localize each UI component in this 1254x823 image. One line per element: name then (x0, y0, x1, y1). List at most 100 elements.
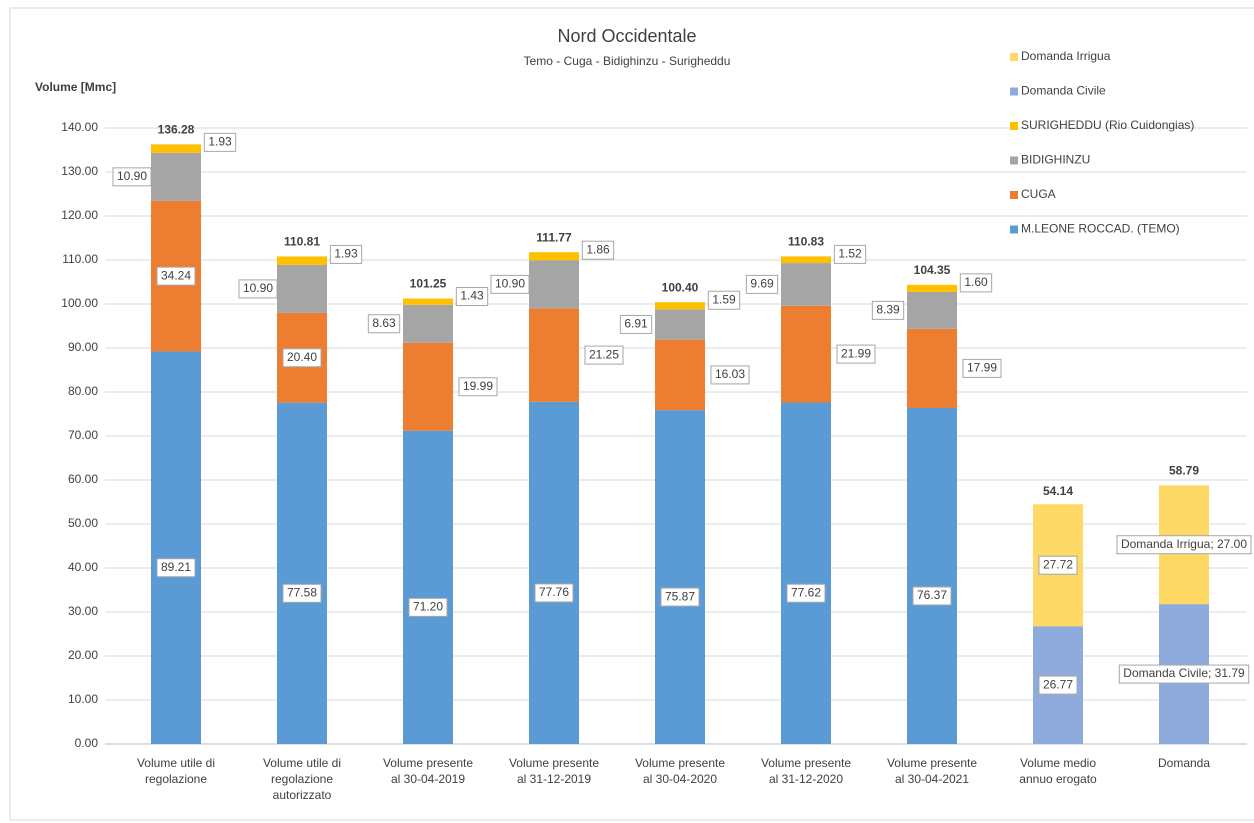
legend-label: SURIGHEDDU (Rio Cuidongias) (1021, 118, 1194, 132)
label-box (455, 287, 489, 306)
data-label-group: 19.99 (458, 377, 498, 397)
data-label: 19.99 (463, 379, 493, 393)
data-label-group: 1.59 (707, 290, 741, 310)
data-label: 1.59 (712, 292, 736, 306)
label-box (534, 583, 574, 603)
x-tick-label: Volume utile di regolazione (137, 756, 215, 786)
legend-swatch (1010, 53, 1018, 61)
label-box (660, 587, 700, 607)
legend-swatch (1010, 156, 1018, 165)
data-label-group: 1.93 (329, 244, 363, 264)
label-box (581, 240, 615, 260)
data-label-group: 75.87 (660, 587, 700, 607)
y-tick-label: 40.00 (68, 560, 98, 574)
label-box (710, 365, 750, 385)
data-label: 8.39 (876, 303, 900, 317)
label-box (745, 274, 779, 294)
x-tick-label: Volume medio annuo erogato (1019, 756, 1097, 786)
label-box (833, 244, 867, 264)
data-label: 21.25 (589, 347, 619, 361)
data-label: 110.83 (788, 235, 824, 249)
label-box (408, 597, 448, 617)
data-label: 17.99 (967, 361, 997, 375)
bar-segment (907, 284, 957, 292)
legend-swatch (1010, 225, 1018, 234)
data-label-group: 27.72 (1038, 555, 1078, 575)
data-label: 21.99 (841, 346, 871, 360)
y-tick-label: 80.00 (68, 384, 98, 398)
bar-segment (781, 402, 831, 744)
data-label: 77.76 (539, 585, 569, 599)
bar-segment (655, 410, 705, 744)
label-box (282, 348, 322, 368)
y-tick-label: 70.00 (68, 428, 98, 442)
data-label: Domanda Irrigua; 27.00 (1121, 537, 1247, 551)
label-box (962, 358, 1002, 378)
label-box (836, 344, 876, 364)
data-label: 1.93 (334, 247, 358, 261)
data-label-group: 17.99 (962, 358, 1002, 378)
data-label-group: Domanda Civile; 31.79 (1118, 664, 1250, 684)
x-tick-label: Volume presente al 31-12-2020 (761, 756, 851, 786)
bar-segment (529, 401, 579, 744)
bar-segment (907, 407, 957, 744)
data-label-group: 100.40 (662, 280, 699, 294)
data-label-group: 110.81 (284, 235, 320, 249)
bar-segment (781, 263, 831, 306)
y-tick-label: 120.00 (61, 208, 98, 222)
data-label-group: 21.25 (584, 345, 624, 365)
data-label: Domanda Civile; 31.79 (1123, 666, 1245, 680)
data-label: 111.77 (536, 230, 572, 244)
data-label-group: 89.21 (156, 558, 196, 578)
bar-segment (277, 264, 327, 313)
legend-swatch (1010, 122, 1018, 130)
data-label: 75.87 (665, 589, 695, 603)
data-label: 1.86 (586, 242, 610, 256)
label-box (490, 274, 530, 294)
data-label: 58.79 (1169, 463, 1199, 477)
legend-label: Domanda Irrigua (1021, 49, 1111, 63)
bar-segment (529, 308, 579, 402)
x-tick-label: Domanda (1158, 756, 1210, 770)
data-label: 10.90 (117, 169, 147, 183)
data-label-group: 58.79 (1169, 463, 1199, 477)
data-label-group: 1.52 (833, 244, 867, 264)
bar-segment (151, 351, 201, 744)
data-label: 110.81 (284, 235, 320, 249)
data-label-group: 20.40 (282, 348, 322, 368)
data-label: 77.58 (287, 585, 317, 599)
data-label: 26.77 (1043, 677, 1073, 691)
label-box (1038, 675, 1078, 695)
data-label-group: 1.93 (203, 132, 237, 152)
y-tick-label: 100.00 (61, 296, 98, 310)
x-tick-label: Volume presente al 30-04-2020 (635, 756, 725, 786)
chart-subtitle: Temo - Cuga - Bidighinzu - Surigheddu (524, 54, 731, 68)
y-tick-label: 110.00 (62, 252, 98, 266)
legend-label: BIDIGHINZU (1021, 153, 1090, 167)
data-label: 20.40 (287, 350, 317, 364)
bar-segment (151, 152, 201, 201)
data-label: 54.14 (1043, 484, 1073, 498)
label-box (367, 314, 401, 334)
data-label: 101.25 (410, 277, 447, 291)
y-tick-label: 90.00 (68, 340, 98, 354)
data-label-group: 9.69 (745, 274, 779, 294)
legend-label: CUGA (1021, 187, 1056, 201)
bar-segment (403, 304, 453, 343)
y-tick-label: 20.00 (68, 648, 98, 662)
label-box (203, 132, 237, 152)
data-label-group: 110.83 (788, 235, 824, 249)
data-label: 136.28 (158, 123, 195, 137)
legend-swatch (1010, 87, 1018, 96)
bar-segment (655, 302, 705, 310)
data-label-group: 1.43 (455, 287, 489, 306)
data-label: 1.93 (208, 135, 232, 149)
y-tick-label: 30.00 (68, 604, 98, 618)
legend-label: M.LEONE ROCCAD. (TEMO) (1021, 222, 1180, 236)
bar-segment (403, 430, 453, 744)
y-axis-label: Volume [Mmc] (35, 80, 116, 94)
bar-segment (277, 402, 327, 744)
data-label-group: 71.20 (408, 597, 448, 617)
chart-title: Nord Occidentale (557, 26, 696, 46)
